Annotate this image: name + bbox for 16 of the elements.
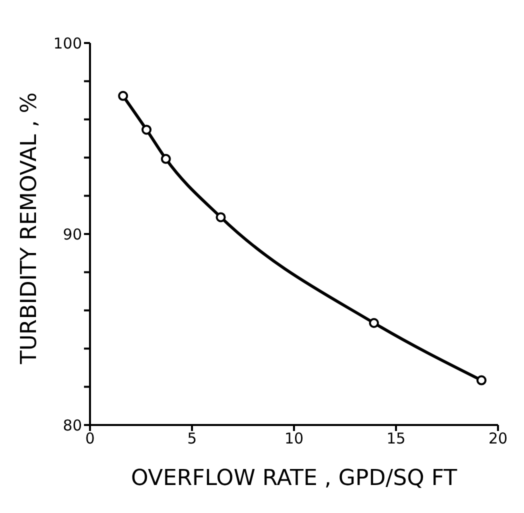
y-tick-label: 80	[62, 416, 82, 434]
point	[160, 154, 171, 164]
point	[476, 375, 486, 386]
point	[118, 90, 128, 101]
x-tick-label: 5	[187, 430, 197, 448]
point	[142, 124, 152, 135]
x-tick-label: 10	[284, 430, 304, 448]
x-tick-label: 0	[85, 430, 95, 448]
point	[368, 318, 379, 328]
x-tick-label: 20	[488, 430, 508, 448]
y-tick-label: 100	[53, 34, 82, 52]
point	[216, 212, 226, 222]
y-axis-title: TURBIDITY REMOVAL , %	[16, 92, 42, 365]
x-axis-title: OVERFLOW RATE , GPD/SQ FT	[130, 466, 458, 491]
y-tick-label: 90	[62, 225, 82, 244]
x-tick-label: 15	[386, 430, 406, 448]
